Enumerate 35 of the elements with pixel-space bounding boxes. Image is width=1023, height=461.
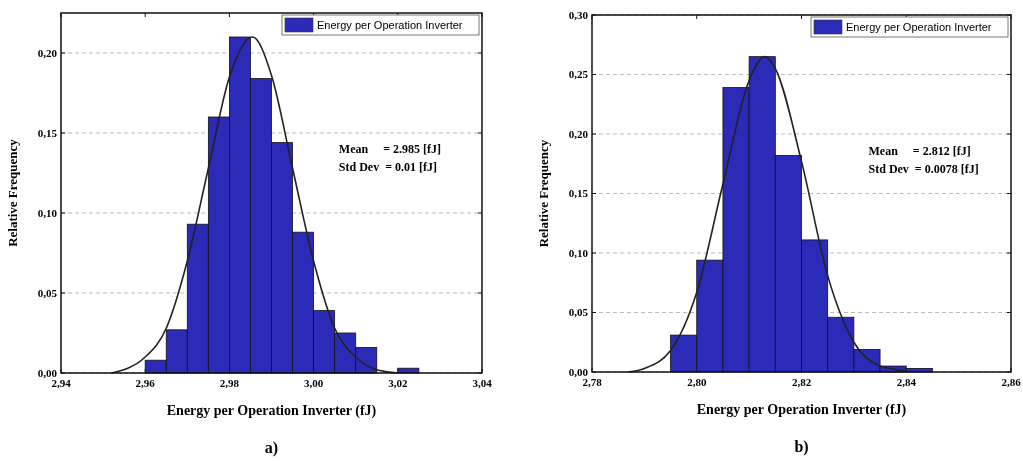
y-tick-label: 0,30 [568, 8, 589, 21]
annotation: Std Dev = 0.01 [fJ] [338, 160, 438, 174]
y-tick-label: 0,15 [37, 126, 58, 139]
y-tick-label: 0,10 [37, 206, 58, 219]
x-tick-label: 2,98 [219, 377, 240, 389]
y-tick-label: 0,00 [37, 366, 58, 379]
y-tick-label: 0,00 [568, 365, 589, 378]
y-tick-label: 0,05 [37, 286, 58, 299]
annotation: Std Dev = 0.0078 [fJ] [868, 162, 979, 176]
x-tick-label: 2,84 [896, 376, 917, 388]
text: a) [264, 439, 279, 457]
legend-label: Energy per Operation Inverter [846, 21, 992, 33]
x-tick-label: 2,86 [1001, 376, 1022, 388]
y-tick-label: 0,20 [568, 127, 589, 140]
x-axis-title: Energy per Operation Inverter (fJ) [696, 402, 907, 418]
annotation: Mean = 2.985 [fJ] [338, 142, 442, 156]
x-tick-label: 3,02 [388, 377, 408, 389]
annotation: Mean = 2.812 [fJ] [868, 144, 971, 158]
x-tick-label: 3,00 [303, 377, 324, 389]
y-axis-title: Relative Frequency [536, 139, 551, 248]
x-tick-label: 2,96 [135, 377, 156, 389]
x-tick-label: 2,78 [582, 376, 603, 388]
x-tick-label: 2,80 [687, 376, 707, 388]
y-tick-label: 0,15 [568, 187, 589, 200]
y-tick-label: 0,10 [568, 246, 589, 259]
x-tick-label: 3,04 [472, 377, 493, 389]
legend-label: Energy per Operation Inverter [317, 19, 463, 31]
x-tick-label: 2,94 [51, 377, 72, 389]
x-tick-label: 2,82 [791, 376, 812, 388]
y-tick-label: 0,05 [568, 306, 589, 319]
text: b) [794, 438, 809, 456]
y-axis-title: Relative Frequency [5, 138, 20, 247]
y-tick-label: 0,25 [568, 68, 589, 81]
x-axis-title: Energy per Operation Inverter (fJ) [166, 403, 377, 419]
y-tick-label: 0,20 [37, 46, 58, 59]
